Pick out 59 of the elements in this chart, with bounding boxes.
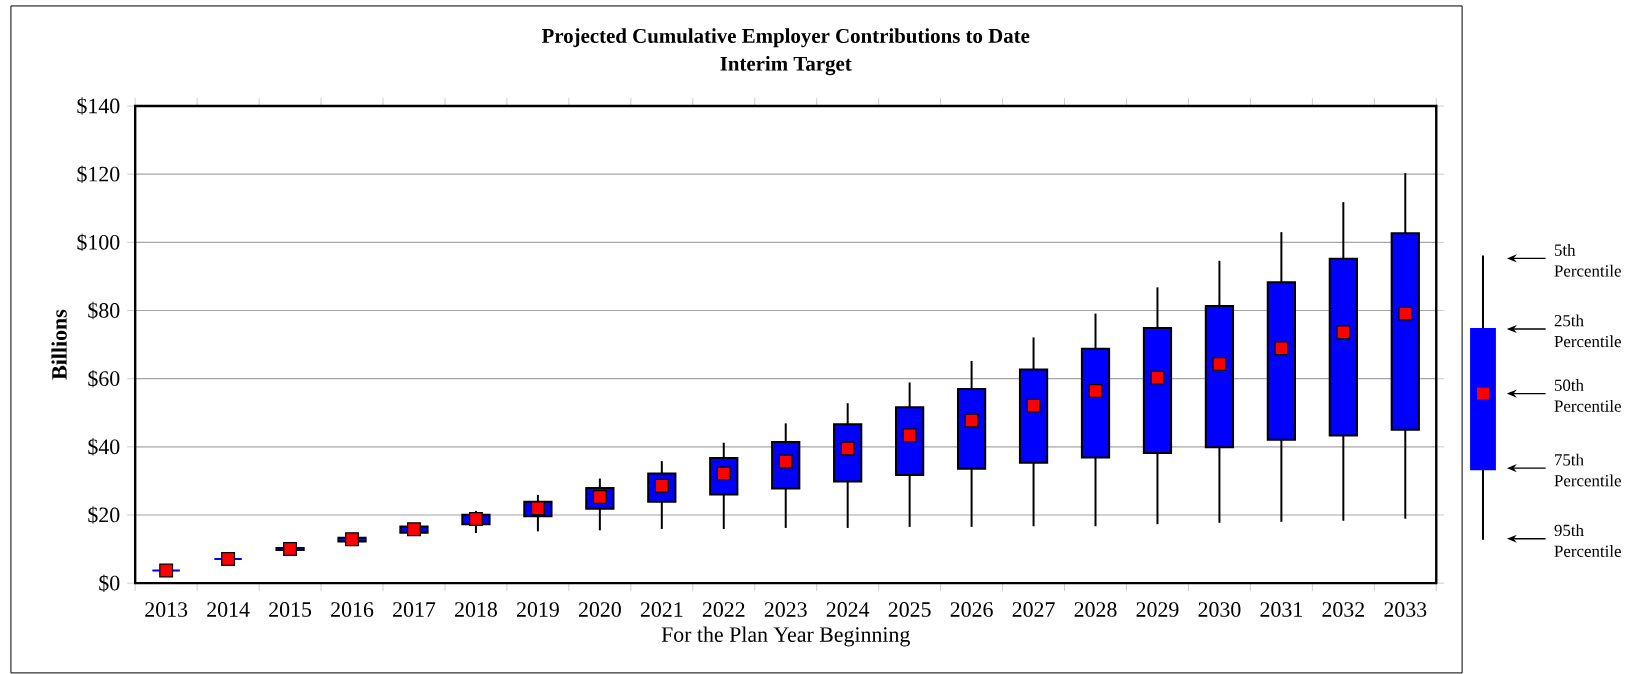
y-tick-label: $120 [77,165,120,183]
x-axis-title: For the Plan Year Beginning [661,626,910,647]
chart-subtitle: Interim Target [720,56,852,76]
x-tick-label: 2021 [640,602,683,617]
point [1398,306,1413,321]
y-tick-label: $0 [99,574,120,592]
x-tick-label: 2033 [1384,602,1427,617]
x-tick-label: 2022 [702,602,745,617]
x-tick-label: 2017 [393,602,436,617]
point [159,563,174,578]
point [221,552,236,566]
text: 25th Percentile [1554,314,1621,348]
point [283,542,298,557]
y-tick-label: $140 [77,97,120,115]
point [345,532,359,547]
chart-title: Projected Cumulative Employer Contributions to Date [541,28,1030,48]
point [1026,398,1041,413]
x-tick-label: 2026 [950,602,993,617]
x-tick-label: 2031 [1260,602,1302,617]
x-tick-label: 2030 [1198,602,1241,617]
x-tick-label: 2028 [1074,602,1117,617]
y-tick-label: $40 [88,438,120,456]
y-tick-label: $100 [77,233,120,252]
x-tick-label: 2019 [517,602,559,617]
x-tick-label: 2023 [764,602,807,617]
x-tick-label: 2013 [145,602,188,617]
y-tick-label: $80 [88,301,120,320]
x-tick-label: 2015 [269,602,312,617]
x-tick-label: 2025 [888,602,931,617]
y-axis-title: Billions [51,309,67,380]
y-tick-label: $20 [88,506,120,524]
x-tick-label: 2024 [826,602,870,617]
point [654,478,669,493]
point [592,490,607,504]
text: 50th Percentile [1554,379,1621,412]
x-tick-label: 2027 [1012,602,1055,617]
y-tick-label: $60 [88,369,120,388]
point [778,454,793,469]
point [407,522,421,537]
text: 95th Percentile [1554,524,1621,557]
point [1274,341,1289,356]
x-tick-label: 2014 [207,602,250,617]
point [902,428,917,443]
point [840,441,855,456]
x-tick-label: 2016 [331,602,374,617]
point [468,512,483,527]
point [1088,384,1103,398]
x-tick-label: 2032 [1322,602,1364,617]
point [964,413,979,428]
text: 75th Percentile [1554,453,1621,487]
point [530,501,545,516]
point [1336,325,1351,340]
x-tick-label: 2018 [455,602,497,617]
point [716,466,731,481]
text: 5th Percentile [1554,243,1621,277]
x-tick-label: 2029 [1136,602,1179,617]
point [1150,370,1165,385]
x-tick-label: 2020 [578,602,621,617]
point [1212,357,1227,372]
